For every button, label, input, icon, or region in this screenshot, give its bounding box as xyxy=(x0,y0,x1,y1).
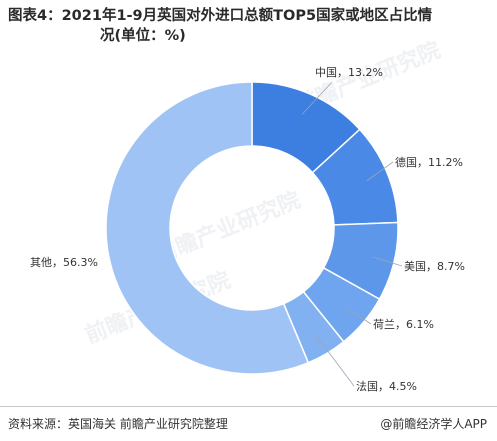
slice-label-1: 中国，13.2% xyxy=(315,66,383,79)
slice-label-2: 德国，11.2% xyxy=(395,155,463,169)
slice-label-5: 法国，4.5% xyxy=(356,379,417,393)
footer: 资料来源：英国海关 前瞻产业研究院整理 @前瞻经济学人APP xyxy=(0,406,497,441)
slice-label-6: 其他，56.3% xyxy=(30,256,98,269)
donut-chart: 中国，13.2% 德国，11.2% 美国，8.7% 荷兰，6.1% 法国，4.5% 其他，… xyxy=(0,0,497,405)
source-note: 资料来源：英国海关 前瞻产业研究院整理 xyxy=(8,415,228,432)
slice-label-3: 美国，8.7% xyxy=(404,260,465,273)
brand-note: @前瞻经济学人APP xyxy=(380,415,487,432)
slice-label-4: 荷兰，6.1% xyxy=(373,318,434,331)
